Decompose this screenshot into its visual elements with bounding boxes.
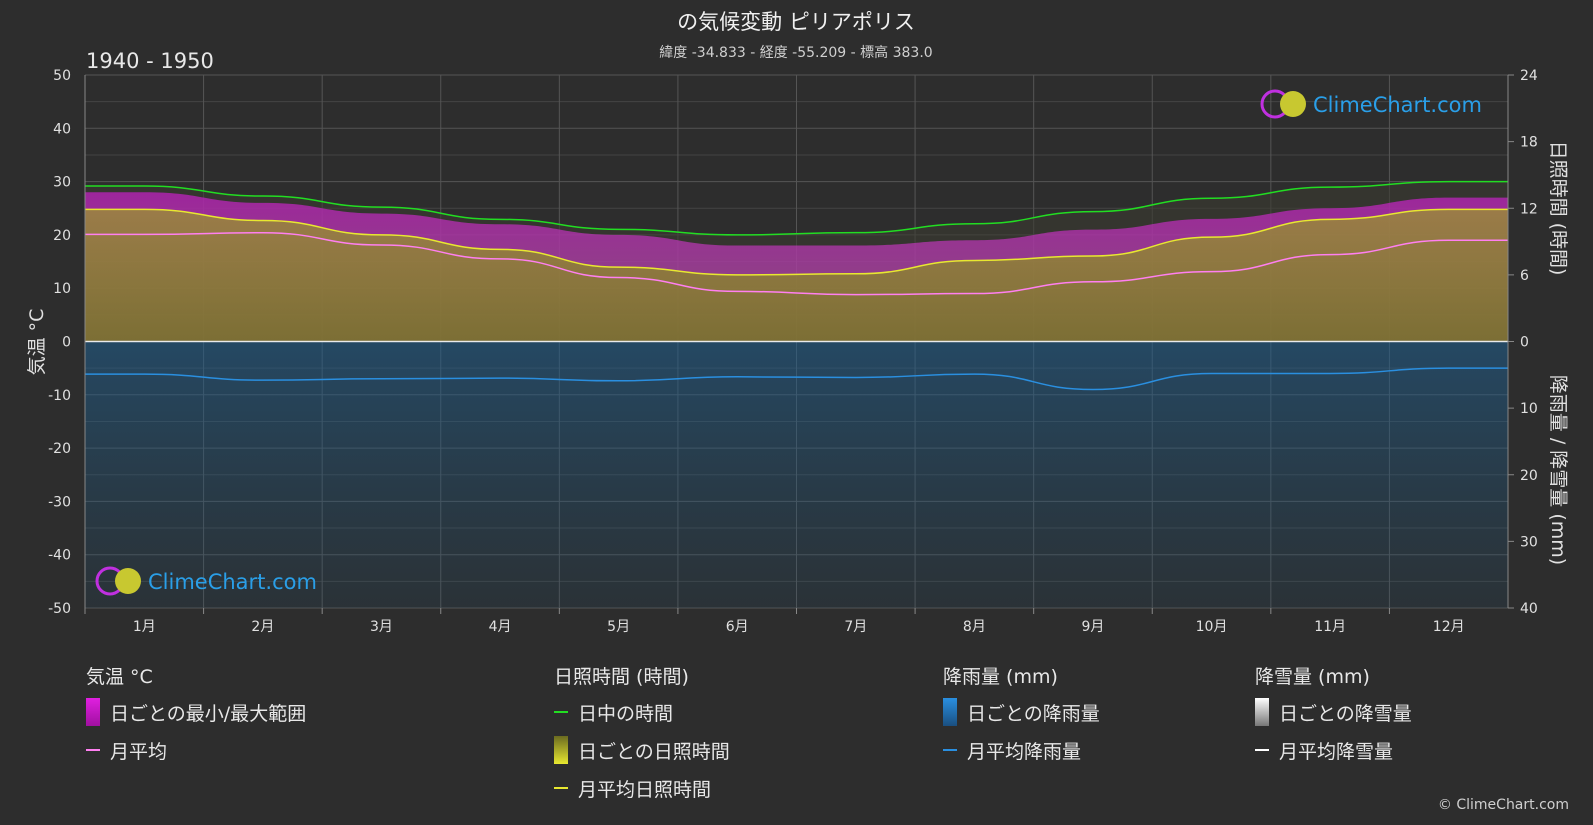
legend-item: 日ごとの最小/最大範囲 — [86, 698, 307, 726]
sunshine-swatch — [554, 736, 568, 764]
y-left-tick-label: -10 — [48, 388, 71, 404]
y-right-bottom-tick-label: 40 — [1520, 601, 1538, 617]
x-tick-label: 6月 — [726, 619, 749, 635]
legend-item: 日ごとの降雪量 — [1255, 698, 1412, 726]
axes: 50 40 30 20 10 0 -10 -20 -30 -40 -50 24 18 12 6 0 10 20 30… — [48, 68, 1538, 635]
x-tick-label: 8月 — [963, 619, 986, 635]
legend-temperature: 気温 °C 日ごとの最小/最大範囲 月平均 — [86, 662, 306, 776]
y-left-tick-label: 0 — [62, 335, 71, 351]
y-right-top-tick-label: 0 — [1520, 335, 1529, 351]
logo-sun-icon — [1280, 91, 1306, 117]
y-left-tick-label: -40 — [48, 548, 71, 564]
x-tick-label: 3月 — [370, 619, 393, 635]
legend-sunshine: 日照時間 (時間) 日中の時間 日ごとの日照時間 月平均日照時間 — [554, 662, 730, 814]
y-right-bottom-tick-label: 10 — [1520, 401, 1538, 417]
data-fills — [85, 181, 1508, 608]
y-left-tick-label: 30 — [53, 175, 71, 191]
y-left-tick-label: 50 — [53, 68, 71, 84]
y-left-tick-label: 40 — [53, 121, 71, 137]
watermark-text-top: ClimeChart.com — [1313, 93, 1482, 117]
data-lines — [84, 180, 1508, 391]
legend-title: 降雨量 (mm) — [943, 666, 1058, 688]
temp-mean-line — [85, 232, 1508, 296]
legend-item: 月平均降雨量 — [943, 738, 1100, 763]
legend: 気温 °C 日ごとの最小/最大範囲 月平均 日照時間 (時間) 日中の時間 日ご… — [0, 662, 1593, 812]
snow-swatch — [1255, 698, 1269, 726]
x-tick-label: 10月 — [1196, 619, 1228, 635]
daylight-line — [85, 180, 1508, 236]
y-left-tick-label: 10 — [53, 281, 71, 297]
y-left-tick-label: 20 — [53, 228, 71, 244]
legend-label: 日ごとの降雨量 — [967, 702, 1100, 725]
y-right-top-tick-label: 18 — [1520, 135, 1538, 151]
y-right-top-tick-label: 12 — [1520, 201, 1538, 217]
x-tick-label: 12月 — [1433, 619, 1465, 635]
x-tick-label: 1月 — [133, 619, 156, 635]
sunshine-mean-swatch — [554, 787, 568, 789]
legend-label: 月平均降雪量 — [1279, 740, 1394, 763]
legend-item: 日ごとの降雨量 — [943, 698, 1100, 726]
y-right-bottom-axis-title: 降雨量 / 降雪量 (mm) — [1547, 375, 1569, 565]
y-left-tick-label: -50 — [48, 601, 71, 617]
legend-label: 日中の時間 — [578, 702, 674, 725]
legend-label: 月平均日照時間 — [578, 778, 712, 801]
chart-subtitle: 緯度 -34.833 - 経度 -55.209 - 標高 383.0 — [659, 44, 932, 61]
x-tick-label: 2月 — [251, 619, 274, 635]
legend-item: 日ごとの日照時間 — [554, 736, 730, 764]
x-tick-label: 9月 — [1081, 619, 1104, 635]
rain-swatch — [943, 698, 957, 726]
y-right-top-axis-title: 日照時間 (時間) — [1547, 141, 1569, 276]
temp-mean-swatch — [86, 749, 100, 751]
climate-chart: の気候変動 ピリアポリス 緯度 -34.833 - 経度 -55.209 - 標… — [26, 10, 1569, 635]
x-tick-label: 4月 — [489, 619, 512, 635]
y-left-axis-title: 気温 °C — [26, 309, 48, 376]
legend-snow: 降雪量 (mm) 日ごとの降雪量 月平均降雪量 — [1255, 662, 1412, 776]
legend-title: 日照時間 (時間) — [554, 666, 689, 688]
legend-item: 月平均日照時間 — [554, 776, 730, 801]
chart-title: の気候変動 ピリアポリス — [677, 10, 915, 34]
y-left-tick-label: -30 — [48, 494, 71, 510]
legend-item: 月平均 — [86, 738, 306, 763]
legend-label: 月平均 — [110, 740, 168, 763]
legend-title: 気温 °C — [86, 666, 153, 688]
y-right-top-tick-label: 6 — [1520, 268, 1529, 284]
x-tick-label: 11月 — [1314, 619, 1346, 635]
legend-label: 日ごとの降雪量 — [1279, 702, 1412, 725]
y-right-bottom-tick-label: 20 — [1520, 468, 1538, 484]
legend-item: 月平均降雪量 — [1255, 738, 1412, 763]
legend-title: 降雪量 (mm) — [1255, 666, 1370, 688]
x-tick-label: 7月 — [844, 619, 867, 635]
rain-area — [85, 341, 1508, 608]
y-right-top-tick-label: 24 — [1520, 68, 1538, 84]
snow-mean-swatch — [1255, 749, 1269, 751]
copyright: © ClimeChart.com — [1437, 797, 1569, 813]
sunshine-mean-line — [85, 208, 1508, 276]
y-right-bottom-tick-label: 30 — [1520, 534, 1538, 550]
temp-range-swatch — [86, 698, 100, 726]
legend-rain: 降雨量 (mm) 日ごとの降雨量 月平均降雨量 — [943, 662, 1100, 776]
legend-item: 日中の時間 — [554, 700, 730, 725]
watermark-bottom: ClimeChart.com — [95, 566, 317, 596]
y-left-tick-label: -20 — [48, 441, 71, 457]
legend-label: 日ごとの日照時間 — [578, 740, 730, 763]
logo-sun-icon — [115, 568, 141, 594]
watermark-top: ClimeChart.com — [1260, 89, 1482, 119]
rain-mean-swatch — [943, 749, 957, 751]
watermark-text-bottom: ClimeChart.com — [148, 570, 317, 594]
period-label: 1940 - 1950 — [86, 49, 214, 73]
daylight-swatch — [554, 711, 568, 713]
legend-label: 日ごとの最小/最大範囲 — [110, 702, 307, 725]
rain-mean-line — [85, 367, 1508, 391]
legend-label: 月平均降雨量 — [967, 740, 1082, 763]
x-tick-label: 5月 — [607, 619, 630, 635]
